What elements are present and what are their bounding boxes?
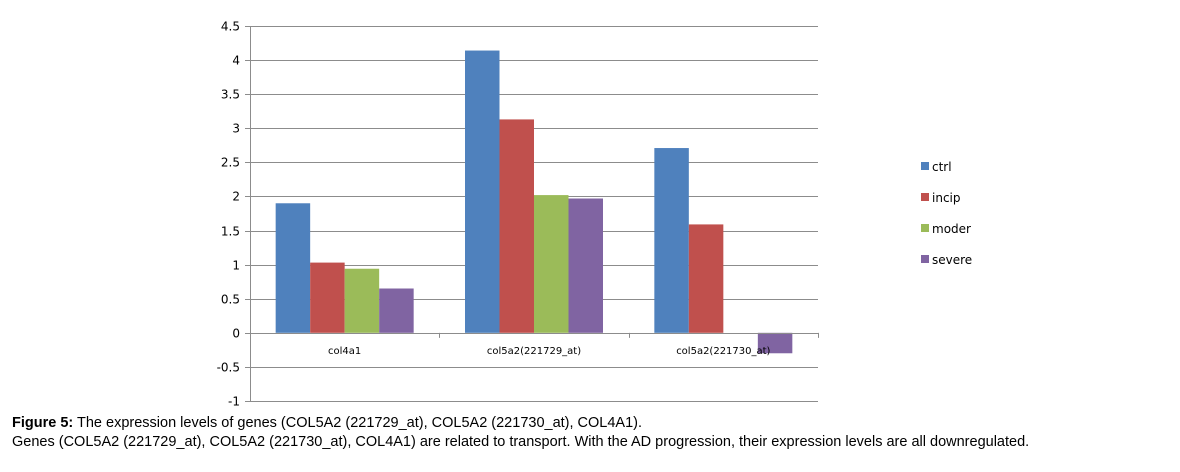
chart-area: 4.5 4 3.5 3 2.5 2 1.5 1 0.5 0 -0.5 -1 col4a1 col5a2(… bbox=[217, 20, 973, 409]
bar-moder bbox=[534, 195, 569, 333]
legend-swatch-ctrl bbox=[921, 162, 929, 170]
y-tick-label: 3.5 bbox=[221, 88, 240, 102]
y-tick-label: 4.5 bbox=[221, 20, 240, 34]
bar-ctrl bbox=[654, 148, 689, 333]
bar-incip bbox=[310, 262, 345, 333]
legend-label-ctrl: ctrl bbox=[932, 160, 952, 174]
x-category-label: col5a2(221730_at) bbox=[676, 346, 770, 357]
y-tick-label: 0.5 bbox=[221, 293, 240, 307]
legend-label-severe: severe bbox=[932, 253, 972, 267]
bar-incip bbox=[688, 224, 724, 333]
y-tick-label: 3 bbox=[232, 122, 240, 136]
bar-chart: 4.5 4 3.5 3 2.5 2 1.5 1 0.5 0 -0.5 -1 col4a1 col5a2(… bbox=[217, 20, 973, 409]
bar-moder bbox=[344, 268, 380, 333]
caption-line-2: Genes (COL5A2 (221729_at), COL5A2 (22173… bbox=[12, 434, 1030, 450]
x-category-label: col4a1 bbox=[328, 346, 361, 357]
bar-severe bbox=[568, 198, 603, 333]
bars bbox=[275, 50, 793, 354]
y-tick-label: -1 bbox=[228, 395, 240, 409]
y-tick-label: 1 bbox=[232, 259, 240, 273]
y-tick-label: 1.5 bbox=[221, 225, 240, 239]
x-category-label: col5a2(221729_at) bbox=[487, 346, 581, 357]
legend-label-incip: incip bbox=[932, 191, 961, 205]
y-tick-label: 0 bbox=[232, 327, 240, 341]
y-tick-labels: 4.5 4 3.5 3 2.5 2 1.5 1 0.5 0 -0.5 -1 bbox=[217, 20, 240, 409]
legend-label-moder: moder bbox=[932, 222, 971, 236]
bar-ctrl bbox=[275, 203, 311, 333]
y-tick-label: 2.5 bbox=[221, 156, 240, 170]
bar-severe bbox=[757, 332, 793, 354]
legend-swatch-moder bbox=[921, 224, 929, 232]
figure-caption: Figure 5: The expression levels of genes… bbox=[12, 414, 1172, 452]
x-category-labels: col4a1 col5a2(221729_at) col5a2(221730_at) bbox=[328, 346, 771, 357]
legend-swatch-incip bbox=[921, 193, 929, 201]
legend-swatch-severe bbox=[921, 255, 929, 263]
caption-title: The expression levels of genes (COL5A2 (… bbox=[73, 415, 643, 431]
caption-label: Figure 5: bbox=[12, 415, 74, 431]
bar-severe bbox=[379, 288, 414, 333]
bar-incip bbox=[499, 119, 534, 333]
caption-line-1: Figure 5: The expression levels of genes… bbox=[12, 414, 1172, 433]
bar-ctrl bbox=[465, 50, 500, 333]
y-tick-label: 2 bbox=[232, 190, 240, 204]
y-tick-label: 4 bbox=[232, 54, 240, 68]
axes bbox=[245, 26, 819, 402]
y-tick-label: -0.5 bbox=[217, 361, 240, 375]
legend: ctrl incip moder severe bbox=[921, 160, 972, 267]
